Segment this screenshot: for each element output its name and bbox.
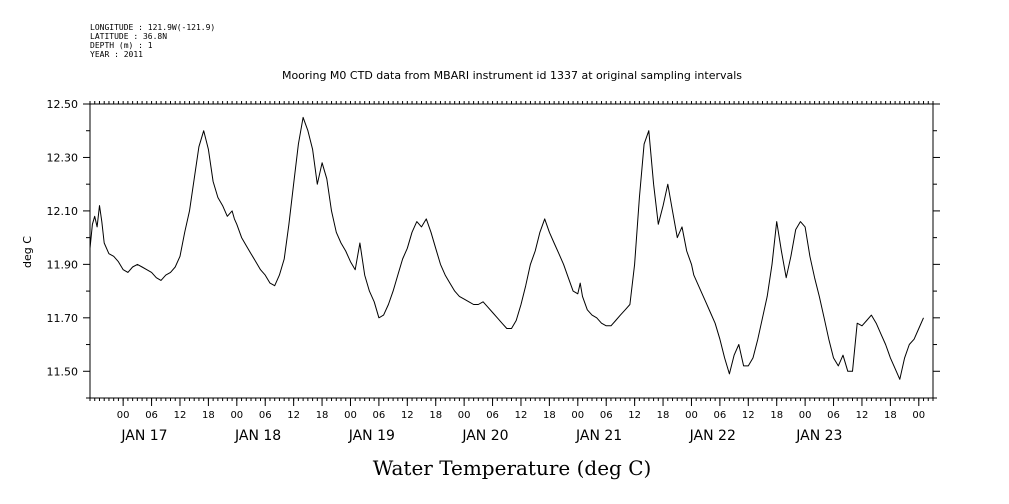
x-tick-label: 12: [287, 410, 300, 421]
plot-frame: [89, 103, 934, 399]
y-tick-label: 12.50: [47, 98, 79, 111]
temperature-series-line: [89, 116, 924, 380]
chart-title: Mooring M0 CTD data from MBARI instrumen…: [282, 69, 742, 82]
day-label: JAN 21: [575, 428, 622, 444]
longitude-text: LONGITUDE : 121.9W(-121.9): [90, 23, 215, 32]
x-tick-label: 00: [685, 410, 698, 421]
depth-text: DEPTH (m) : 1: [90, 41, 153, 50]
day-label: JAN 18: [234, 428, 281, 444]
x-tick-label: 06: [373, 410, 386, 421]
x-tick-label: 18: [543, 410, 556, 421]
series-layer: [89, 116, 924, 380]
x-tick-label: 00: [458, 410, 471, 421]
year-text: YEAR : 2011: [90, 50, 143, 59]
x-tick-label: 12: [742, 410, 755, 421]
x-tick-label: 00: [799, 410, 812, 421]
x-tick-label: 06: [486, 410, 499, 421]
x-axis-label: Water Temperature (deg C): [373, 456, 652, 480]
x-tick-label: 06: [600, 410, 613, 421]
x-tick-label: 06: [145, 410, 158, 421]
x-tick-label: 00: [344, 410, 357, 421]
axis-labels-layer: 11.50 11.70 11.90 12.10 12.30 12.50 00 06 12 18 00…: [47, 98, 926, 444]
x-tick-label: 12: [401, 410, 414, 421]
day-label: JAN 20: [461, 428, 508, 444]
x-tick-label: 06: [827, 410, 840, 421]
day-label: JAN 19: [348, 428, 395, 444]
y-tick-label: 11.90: [47, 258, 79, 271]
x-tick-label: 00: [912, 410, 925, 421]
day-label: JAN 22: [689, 428, 736, 444]
axes-layer: [83, 101, 940, 406]
y-tick-label: 12.30: [47, 151, 79, 164]
y-tick-label: 12.10: [47, 205, 79, 218]
x-tick-label: 18: [884, 410, 897, 421]
y-axis-label: deg C: [21, 236, 34, 268]
x-tick-label: 12: [174, 410, 187, 421]
x-tick-label: 18: [316, 410, 329, 421]
x-tick-label: 12: [515, 410, 528, 421]
x-tick-label: 00: [230, 410, 243, 421]
day-label: JAN 23: [795, 428, 842, 444]
x-tick-label: 00: [571, 410, 584, 421]
day-label: JAN 17: [120, 428, 167, 444]
x-tick-label: 06: [259, 410, 272, 421]
x-tick-label: 18: [202, 410, 215, 421]
x-tick-label: 00: [117, 410, 130, 421]
x-tick-label: 18: [429, 410, 442, 421]
x-tick-label: 18: [657, 410, 670, 421]
x-tick-label: 12: [856, 410, 869, 421]
x-tick-label: 18: [770, 410, 783, 421]
latitude-text: LATITUDE : 36.8N: [90, 32, 167, 41]
y-tick-label: 11.50: [47, 365, 79, 378]
x-tick-label: 12: [628, 410, 641, 421]
y-tick-label: 11.70: [47, 312, 79, 325]
x-tick-label: 06: [714, 410, 727, 421]
